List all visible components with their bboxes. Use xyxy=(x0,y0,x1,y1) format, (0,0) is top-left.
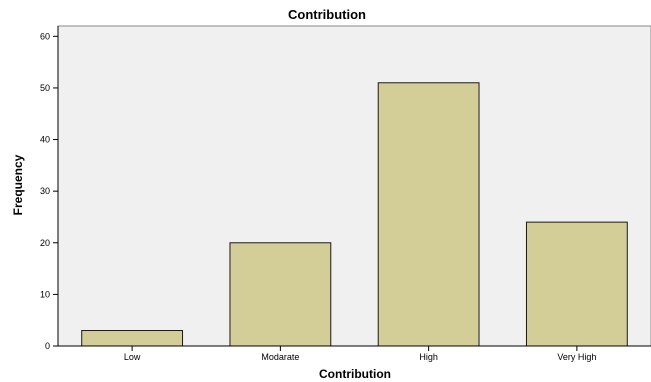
y-tick-label: 30 xyxy=(40,186,50,196)
bar-modarate xyxy=(229,242,332,347)
y-tick-label: 50 xyxy=(40,83,50,93)
x-ticks: Low Modarate High Very High xyxy=(124,346,596,362)
y-tick-label: 60 xyxy=(40,31,50,41)
y-tick-label: 20 xyxy=(40,238,50,248)
y-tick-label: 10 xyxy=(40,289,50,299)
bar-high xyxy=(377,82,480,347)
x-axis-label: Contribution xyxy=(319,367,391,381)
bar-low xyxy=(81,330,184,347)
x-tick-label: Very High xyxy=(557,352,596,362)
y-tick-label: 0 xyxy=(45,341,50,351)
x-tick-label: Low xyxy=(124,352,141,362)
x-tick-label: Modarate xyxy=(261,352,299,362)
bars-layer xyxy=(81,82,628,347)
y-axis-label: Frequency xyxy=(11,154,25,215)
bar-very-high xyxy=(525,221,628,347)
x-tick-label: High xyxy=(419,352,438,362)
chart-title: Contribution xyxy=(288,7,366,22)
y-ticks: 0 10 20 30 40 50 60 xyxy=(40,31,58,351)
y-tick-label: 40 xyxy=(40,135,50,145)
